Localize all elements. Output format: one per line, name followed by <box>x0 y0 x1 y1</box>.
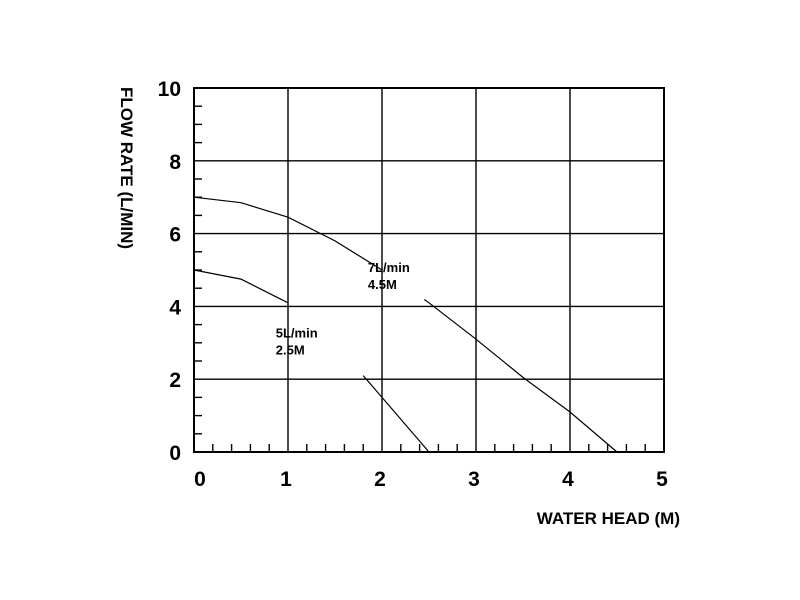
y-axis-title: FLOW RATE (L/MIN) <box>117 87 136 249</box>
plot-frame <box>193 87 665 453</box>
grid <box>193 87 665 453</box>
series-label: 2.5M <box>276 342 305 357</box>
series-label: 5L/min <box>276 325 318 340</box>
x-tick-label: 3 <box>468 468 480 491</box>
series-line <box>193 269 289 304</box>
x-tick-label: 4 <box>562 468 574 491</box>
y-tick-label: 8 <box>169 151 181 174</box>
series-labels: 5L/min 2.5M 7L/min 4.5M <box>276 260 410 358</box>
series-label: 7L/min <box>368 260 410 275</box>
x-tick-label: 5 <box>656 468 668 491</box>
x-tick-label: 1 <box>280 468 292 491</box>
series-line <box>362 375 430 453</box>
y-tick-label: 4 <box>169 296 181 319</box>
y-tick-label: 0 <box>169 442 181 465</box>
y-tick-label: 6 <box>169 224 181 247</box>
series-line <box>423 299 618 453</box>
x-tick-label: 0 <box>194 468 206 491</box>
tick-labels: 0 1 2 3 4 5 0 2 4 6 8 10 <box>158 78 669 491</box>
y-tick-label: 10 <box>158 78 181 101</box>
series-label: 4.5M <box>368 277 397 292</box>
minor-ticks <box>194 105 646 452</box>
x-axis-title: WATER HEAD (M) <box>537 509 680 528</box>
series-line <box>193 196 383 271</box>
x-tick-label: 2 <box>374 468 386 491</box>
series-lines <box>193 196 618 453</box>
y-tick-label: 2 <box>169 369 181 392</box>
